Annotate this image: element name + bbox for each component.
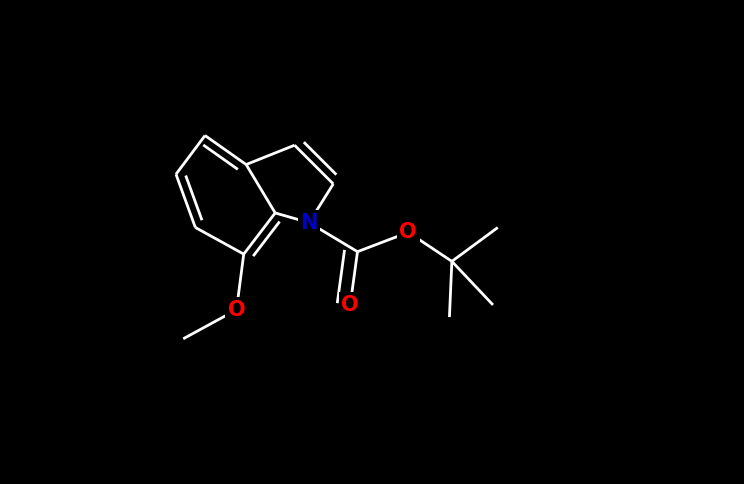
Text: N: N <box>301 212 318 233</box>
Text: O: O <box>400 222 417 242</box>
Text: N: N <box>301 212 318 233</box>
Text: O: O <box>341 295 359 315</box>
Text: O: O <box>400 222 417 242</box>
Text: O: O <box>228 300 246 320</box>
Text: O: O <box>228 300 246 320</box>
Text: O: O <box>341 295 359 315</box>
